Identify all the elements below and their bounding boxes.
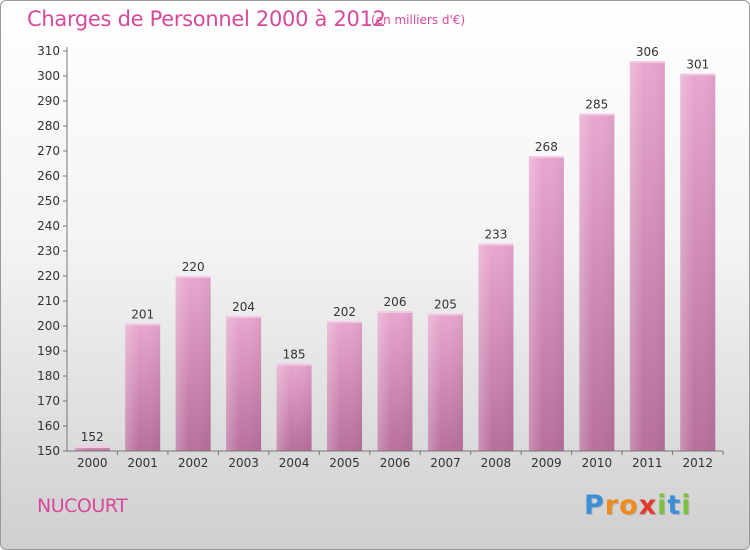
logo-letter: o	[619, 490, 639, 521]
bar-top-2011	[629, 61, 665, 63]
bar-shade-2000	[74, 446, 110, 451]
data-label-2002: 220	[182, 260, 205, 274]
bar-top-2003	[226, 316, 262, 318]
bar-top-2000	[74, 446, 110, 448]
y-tick-label: 200	[37, 319, 60, 333]
y-tick-label: 230	[37, 244, 60, 258]
logo-letter: x	[638, 490, 658, 521]
y-tick-label: 270	[37, 144, 60, 158]
chart-subtitle: (en milliers d'€)	[371, 13, 466, 27]
bar-top-2001	[125, 323, 161, 326]
y-tick-label: 240	[37, 219, 60, 233]
data-label-2012: 301	[686, 58, 709, 72]
commune-name: NUCOURT	[37, 495, 128, 517]
bar-shade-2004	[276, 363, 312, 451]
x-tick-label-2000: 2000	[77, 456, 108, 470]
y-tick-label: 210	[37, 294, 60, 308]
bar-shade-2008	[478, 243, 514, 451]
proxiti-logo: Proxiti	[584, 490, 692, 521]
data-label-2000: 152	[81, 430, 104, 444]
y-tick-label: 190	[37, 344, 60, 358]
data-label-2011: 306	[636, 45, 659, 59]
bar-top-2009	[528, 156, 564, 158]
x-tick-label-2012: 2012	[682, 456, 713, 470]
bar-top-2002	[175, 276, 211, 278]
y-tick-label: 300	[37, 69, 60, 83]
x-tick-label-2010: 2010	[582, 456, 613, 470]
y-tick-label: 310	[37, 44, 60, 58]
bar-top-2004	[276, 363, 312, 366]
bar-top-2012	[680, 73, 716, 76]
bar-top-2008	[478, 243, 514, 246]
data-label-2003: 204	[232, 300, 255, 314]
data-label-2004: 185	[283, 348, 306, 362]
bar-shade-2005	[327, 321, 363, 451]
bar-shade-2006	[377, 311, 413, 451]
bar-shade-2002	[175, 276, 211, 451]
y-tick-label: 250	[37, 194, 60, 208]
data-label-2008: 233	[484, 228, 507, 242]
bars-group: 152 201 220 204 185 202 206 205 233 268 285 306 301	[74, 45, 716, 451]
logo-letter: i	[657, 490, 668, 521]
y-tick-label: 280	[37, 119, 60, 133]
x-tick-label-2006: 2006	[380, 456, 411, 470]
x-tick-label-2001: 2001	[127, 456, 158, 470]
bar-top-2006	[377, 311, 413, 313]
y-tick-label: 160	[37, 419, 60, 433]
chart-title: Charges de Personnel 2000 à 2012	[27, 7, 386, 31]
bar-shade-2009	[528, 156, 564, 451]
bar-shade-2012	[680, 73, 716, 451]
x-tick-label-2003: 2003	[228, 456, 259, 470]
bar-shade-2010	[579, 113, 615, 451]
data-label-2007: 205	[434, 298, 457, 312]
y-tick-label: 260	[37, 169, 60, 183]
x-tick-label-2005: 2005	[329, 456, 360, 470]
x-tick-label-2004: 2004	[279, 456, 310, 470]
y-tick-label: 220	[37, 269, 60, 283]
y-tick-label: 290	[37, 94, 60, 108]
bar-top-2005	[327, 321, 363, 323]
data-label-2010: 285	[585, 98, 608, 112]
bar-shade-2001	[125, 323, 161, 451]
x-tick-label-2002: 2002	[178, 456, 209, 470]
logo-letter: t	[667, 490, 682, 521]
logo-letter: r	[604, 490, 620, 521]
data-label-2005: 202	[333, 305, 356, 319]
y-tick-label: 150	[37, 444, 60, 458]
x-tick-label-2009: 2009	[531, 456, 562, 470]
x-tick-label-2007: 2007	[430, 456, 461, 470]
x-tick-label-2008: 2008	[481, 456, 512, 470]
data-label-2006: 206	[384, 295, 407, 309]
x-tick-label-2011: 2011	[632, 456, 663, 470]
y-tick-label: 170	[37, 394, 60, 408]
data-label-2001: 201	[131, 308, 154, 322]
logo-letter: i	[681, 490, 692, 521]
y-tick-label: 180	[37, 369, 60, 383]
data-label-2009: 268	[535, 140, 558, 154]
y-axis: 150 160 170 180 190 200 210 220 230 240 250 260 270 2…	[37, 44, 68, 458]
bar-top-2007	[427, 313, 463, 316]
x-axis: 2000 2001 2002 2003 2004 2005 2006 2007 2008 2009…	[67, 450, 724, 470]
bar-top-2010	[579, 113, 615, 116]
bar-shade-2007	[427, 313, 463, 451]
logo-letter: P	[584, 490, 605, 521]
bar-shade-2011	[629, 61, 665, 451]
bar-shade-2003	[226, 316, 262, 451]
